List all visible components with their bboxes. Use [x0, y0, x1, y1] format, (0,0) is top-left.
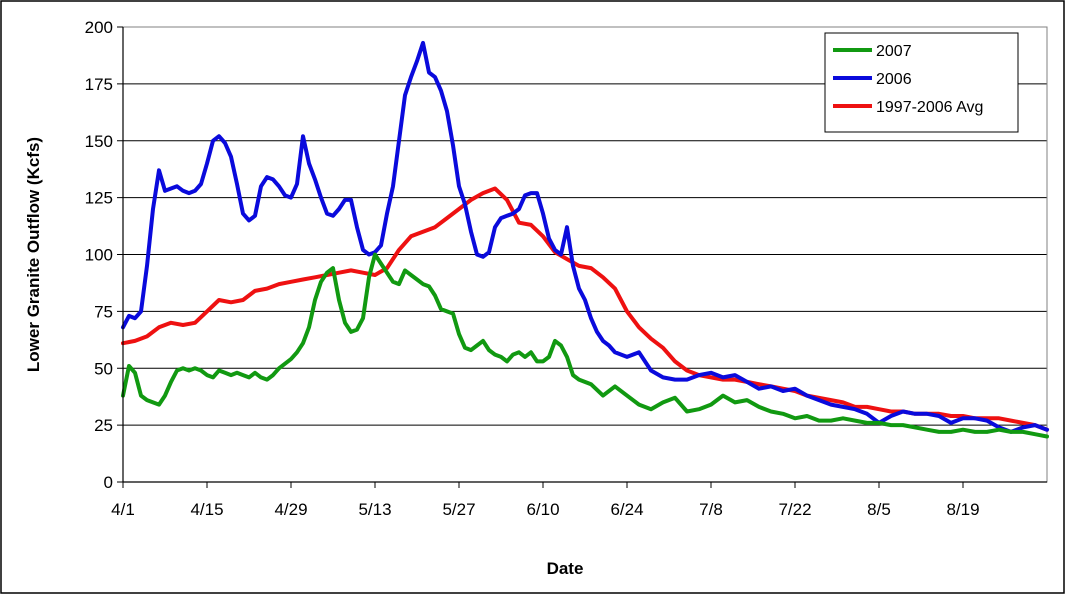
series-group: [121, 40, 1049, 439]
y-tick-label-0: 0: [104, 473, 113, 492]
x-axis-title: Date: [547, 559, 584, 578]
y-tick-label-7: 175: [85, 75, 113, 94]
y-tick-label-6: 150: [85, 132, 113, 151]
y-tick-label-8: 200: [85, 18, 113, 37]
y-tick-label-5: 125: [85, 189, 113, 208]
x-tick-label-4: 5/27: [442, 500, 475, 519]
x-tick-label-1: 4/15: [190, 500, 223, 519]
legend-label-0: 2007: [876, 43, 912, 60]
y-tick-label-3: 75: [94, 302, 113, 321]
x-tick-label-0: 4/1: [111, 500, 135, 519]
y-tick-label-1: 25: [94, 416, 113, 435]
series-line-2006: [121, 40, 1049, 434]
series-line-2007: [121, 252, 1049, 439]
x-tick-label-5: 6/10: [526, 500, 559, 519]
legend-box: [824, 32, 1019, 133]
x-tick-label-6: 6/24: [610, 500, 643, 519]
axes: 0 25 50 75 100 125 150 175 200 4/1 4/15 4/29 5/13 5/2…: [85, 18, 1047, 519]
y-tick-label-2: 50: [94, 359, 113, 378]
x-tick-label-9: 8/5: [867, 500, 891, 519]
x-tick-label-7: 7/8: [699, 500, 723, 519]
y-tick-label-4: 100: [85, 246, 113, 265]
series-line-1997-2006-avg: [121, 186, 1049, 432]
legend-label-1: 2006: [876, 71, 912, 88]
legend: 2007 2006 1997-2006 Avg: [824, 32, 1019, 133]
x-tick-label-2: 4/29: [274, 500, 307, 519]
x-tick-label-3: 5/13: [358, 500, 391, 519]
x-tick-label-8: 7/22: [778, 500, 811, 519]
y-axis-title: Lower Granite Outflow (Kcfs): [24, 137, 43, 372]
x-tick-label-10: 8/19: [946, 500, 979, 519]
legend-label-2: 1997-2006 Avg: [876, 99, 983, 116]
